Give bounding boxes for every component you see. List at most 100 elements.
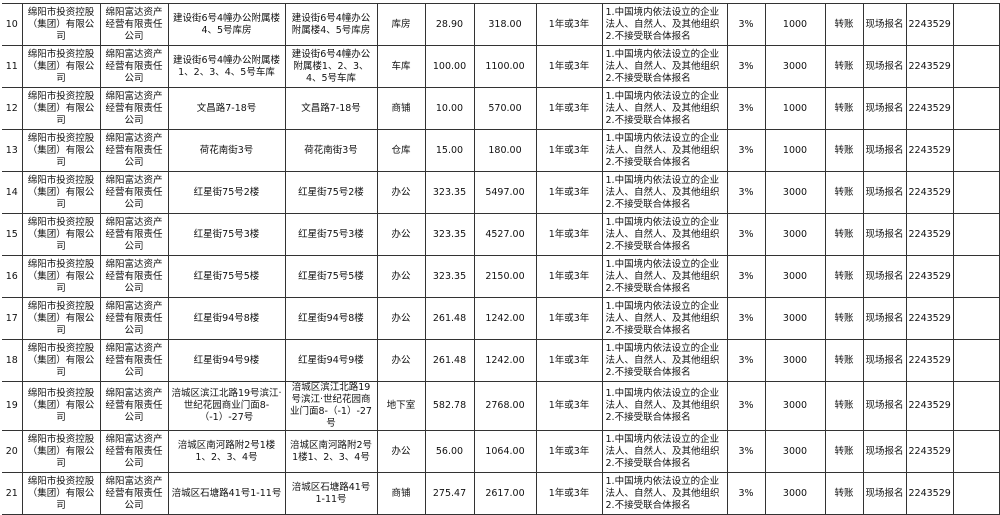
cell-term: 1年或3年 (535, 381, 603, 431)
cell-area: 28.90 (424, 3, 475, 46)
cell-pay: 转账 (824, 213, 864, 256)
cell-operator: 绵阳富达资产经营有限责任公司 (99, 45, 169, 88)
cell-phone: 2243529 (905, 45, 954, 88)
cell-requirement: 1.中国境内依法设立的企业法人、自然人、及其他组织 2.不接受联合体报名 (601, 255, 728, 298)
cell-use: 办公 (376, 171, 426, 214)
cell-price: 570.00 (473, 87, 537, 130)
cell-owner: 绵阳市投资控股（集团）有限公司 (21, 3, 101, 46)
cell-area: 15.00 (424, 129, 475, 172)
cell-no: 17 (2, 297, 23, 340)
cell-signup: 现场报名 (862, 430, 907, 473)
cell-area: 323.35 (424, 255, 475, 298)
cell-pay: 转账 (824, 45, 864, 88)
cell-term: 1年或3年 (535, 339, 603, 382)
cell-deposit: 3000 (764, 255, 826, 298)
table-row: 12 绵阳市投资控股（集团）有限公司 绵阳富达资产经营有限责任公司 文昌路7-18号文… (2, 87, 1000, 130)
cell-requirement: 1.中国境内依法设立的企业法人、自然人、及其他组织 2.不接受联合体报名 (601, 129, 728, 172)
cell-deposit: 1000 (764, 87, 826, 130)
cell-deposit: 1000 (764, 3, 826, 46)
cell-term: 1年或3年 (535, 129, 603, 172)
cell-no: 11 (2, 45, 23, 88)
cell-no: 15 (2, 213, 23, 256)
cell-owner: 绵阳市投资控股（集团）有限公司 (21, 87, 101, 130)
cell-rate: 3% (726, 45, 766, 88)
cell-owner: 绵阳市投资控股（集团）有限公司 (21, 45, 101, 88)
cell-name: 涪城区石塘路41号1-11号 (284, 472, 378, 515)
cell-requirement: 1.中国境内依法设立的企业法人、自然人、及其他组织 2.不接受联合体报名 (601, 3, 728, 46)
cell-operator: 绵阳富达资产经营有限责任公司 (99, 381, 169, 431)
cell-signup: 现场报名 (862, 129, 907, 172)
table-row: 14 绵阳市投资控股（集团）有限公司 绵阳富达资产经营有限责任公司 红星街75号2楼红… (2, 171, 1000, 214)
cell-operator: 绵阳富达资产经营有限责任公司 (99, 129, 169, 172)
cell-location: 红星街94号8楼 (167, 297, 286, 340)
cell-price: 2617.00 (473, 472, 537, 515)
cell-rate: 3% (726, 472, 766, 515)
cell-phone: 2243529 (905, 3, 954, 46)
cell-location: 建设街6号4幢办公附属楼1、2、3、4、5号车库 (167, 45, 286, 88)
cell-deposit: 3000 (764, 381, 826, 431)
cell-term: 1年或3年 (535, 430, 603, 473)
cell-owner: 绵阳市投资控股（集团）有限公司 (21, 129, 101, 172)
cell-term: 1年或3年 (535, 213, 603, 256)
cell-area: 100.00 (424, 45, 475, 88)
table-body: 10 绵阳市投资控股（集团）有限公司 绵阳富达资产经营有限责任公司 建设街6号4幢办公… (2, 3, 1000, 515)
cell-deposit: 1000 (764, 129, 826, 172)
cell-deposit: 3000 (764, 430, 826, 473)
cell-use: 办公 (376, 297, 426, 340)
cell-pay: 转账 (824, 430, 864, 473)
cell-pay: 转账 (824, 87, 864, 130)
table-row: 15 绵阳市投资控股（集团）有限公司 绵阳富达资产经营有限责任公司 红星街75号3楼红… (2, 213, 1000, 256)
table-row: 19 绵阳市投资控股（集团）有限公司 绵阳富达资产经营有限责任公司 涪城区滨江北路19… (2, 381, 1000, 431)
cell-price: 1242.00 (473, 339, 537, 382)
cell-use: 商铺 (376, 472, 426, 515)
cell-owner: 绵阳市投资控股（集团）有限公司 (21, 171, 101, 214)
table-row: 16 绵阳市投资控股（集团）有限公司 绵阳富达资产经营有限责任公司 红星街75号5楼红… (2, 255, 1000, 298)
cell-phone: 2243529 (905, 255, 954, 298)
cell-signup: 现场报名 (862, 297, 907, 340)
cell-empty (952, 339, 1000, 382)
cell-price: 5497.00 (473, 171, 537, 214)
cell-phone: 2243529 (905, 297, 954, 340)
cell-empty (952, 129, 1000, 172)
cell-no: 10 (2, 3, 23, 46)
cell-operator: 绵阳富达资产经营有限责任公司 (99, 213, 169, 256)
cell-area: 261.48 (424, 297, 475, 340)
cell-phone: 2243529 (905, 213, 954, 256)
cell-name: 建设街6号4幢办公附属楼1、2、3、4、5号车库 (284, 45, 378, 88)
cell-name: 红星街75号2楼 (284, 171, 378, 214)
cell-owner: 绵阳市投资控股（集团）有限公司 (21, 339, 101, 382)
cell-name: 红星街94号8楼 (284, 297, 378, 340)
cell-use: 商铺 (376, 87, 426, 130)
cell-term: 1年或3年 (535, 255, 603, 298)
cell-pay: 转账 (824, 381, 864, 431)
cell-area: 323.35 (424, 213, 475, 256)
cell-name: 荷花南街3号 (284, 129, 378, 172)
cell-owner: 绵阳市投资控股（集团）有限公司 (21, 430, 101, 473)
cell-no: 14 (2, 171, 23, 214)
cell-price: 318.00 (473, 3, 537, 46)
cell-owner: 绵阳市投资控股（集团）有限公司 (21, 472, 101, 515)
cell-term: 1年或3年 (535, 45, 603, 88)
cell-requirement: 1.中国境内依法设立的企业法人、自然人、及其他组织 2.不接受联合体报名 (601, 472, 728, 515)
table-row: 21 绵阳市投资控股（集团）有限公司 绵阳富达资产经营有限责任公司 涪城区石塘路41号… (2, 472, 1000, 515)
cell-signup: 现场报名 (862, 3, 907, 46)
cell-use: 仓库 (376, 129, 426, 172)
table-row: 18 绵阳市投资控股（集团）有限公司 绵阳富达资产经营有限责任公司 红星街94号9楼红… (2, 339, 1000, 382)
cell-pay: 转账 (824, 472, 864, 515)
cell-location: 红星街75号2楼 (167, 171, 286, 214)
cell-location: 建设街6号4幢办公附属楼4、5号库房 (167, 3, 286, 46)
cell-term: 1年或3年 (535, 472, 603, 515)
cell-no: 20 (2, 430, 23, 473)
cell-empty (952, 430, 1000, 473)
table-row: 10 绵阳市投资控股（集团）有限公司 绵阳富达资产经营有限责任公司 建设街6号4幢办公… (2, 3, 1000, 46)
cell-deposit: 3000 (764, 45, 826, 88)
cell-no: 12 (2, 87, 23, 130)
cell-deposit: 3000 (764, 171, 826, 214)
cell-phone: 2243529 (905, 472, 954, 515)
cell-area: 10.00 (424, 87, 475, 130)
cell-pay: 转账 (824, 339, 864, 382)
cell-rate: 3% (726, 87, 766, 130)
cell-no: 18 (2, 339, 23, 382)
cell-operator: 绵阳富达资产经营有限责任公司 (99, 472, 169, 515)
table-row: 13 绵阳市投资控股（集团）有限公司 绵阳富达资产经营有限责任公司 荷花南街3号 荷花南… (2, 129, 1000, 172)
